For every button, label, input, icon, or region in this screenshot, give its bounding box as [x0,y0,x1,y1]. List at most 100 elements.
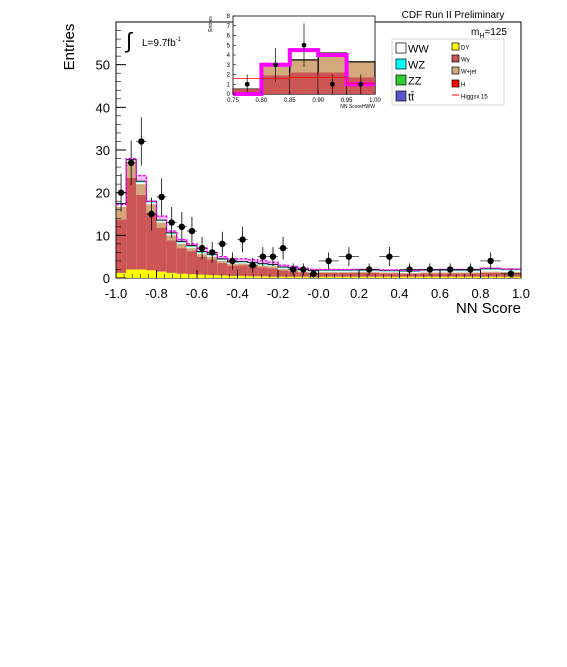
chart-title: CDF Run II Preliminary [402,10,505,21]
axes-layer: -1.0 -0.8 -0.6 -0.4 -0.2 -0.0 0.2 0.4 0.6 0.8 1.00… [96,21,530,301]
legend-swatch [395,58,407,70]
stack-bar [257,276,268,278]
legend-label: DY [461,46,469,52]
y-axis-title: Entries [61,24,78,71]
legend-swatch [451,79,460,88]
stack-bar [318,272,339,273]
stack-bar [338,272,359,273]
inset-layer: 0.75 0.80 0.85 0.90 0.95 1.00 0 1 2 3 4 5 6 7 8 [227,14,382,104]
stack-bar [217,260,228,264]
stack-bar [480,271,501,273]
stack-bar [419,276,440,278]
stack-bar [278,276,289,278]
x-tick-label: -1.0 [105,286,127,301]
data-point [507,270,515,277]
stack-bar [146,212,157,271]
data-point [310,270,317,277]
stack-bar [197,274,208,278]
stack-bar [126,269,137,278]
x-tick-label: -0.4 [226,286,248,301]
stack-bar [176,243,187,249]
stack-bar [116,272,127,278]
lumi-prefix: L=9.7fb [142,38,176,49]
legend-swatch [451,54,460,63]
stack-bar [136,184,147,195]
stack-bar [338,271,359,273]
stack-bar [267,268,278,277]
legend-swatch [451,42,460,51]
inset-data-point [358,81,364,87]
data-point [188,227,196,235]
data-point [239,236,246,243]
inset-y-tick-label: 6 [227,34,231,40]
data-point [467,266,474,273]
inset-y-tick-label: 7 [227,24,231,30]
integral-symbol: ∫ [124,28,134,53]
stack-bar [156,222,167,228]
legend-label: W+jet [461,70,477,76]
x-tick-label: 0.6 [431,286,449,301]
data-point [345,253,353,260]
mass-value: =125 [484,27,507,38]
data-point [198,244,206,252]
y-tick-label: 0 [103,271,110,286]
legend: WW DY WZ Wγ ZZ W+jet tt̄ H Higgsx 15 [391,38,505,106]
stack-layer [115,158,522,278]
svg-text:mH=125: mH=125 [471,27,507,40]
stack-bar [186,246,197,249]
y-tick-label: 30 [96,143,110,158]
stack-bar [237,262,248,264]
data-point [300,266,307,273]
stack-bar [288,276,299,278]
inset-y-tick-label: 5 [227,43,231,49]
stack-bar [237,265,248,276]
data-point [158,193,165,201]
stack-bar [136,182,147,185]
stack-bar [207,275,218,278]
stack-bar [126,177,137,270]
data-point [148,210,155,218]
x-tick-label: 0.8 [471,286,489,301]
legend-swatch [451,66,460,75]
stack-bar [217,263,228,276]
stack-bar [156,271,167,278]
stack-bar [136,194,147,270]
x-tick-label: 1.0 [512,286,530,301]
stack-bar [237,275,248,278]
mass-sub: H [479,33,484,40]
inset-data-point [244,81,250,87]
stack-bar [156,227,167,272]
stack-bar [247,276,258,278]
stack-bar [217,260,228,261]
higgs-x15-line [116,157,521,272]
stack-bar [318,271,339,273]
inset-data-point [330,81,335,87]
inset-data-point [301,42,307,48]
stack-bar [359,276,380,278]
higgs-excess [278,265,289,267]
legend-label: WZ [408,60,425,72]
stack-bar [166,240,177,273]
inset-x-tick-label: 0.95 [341,98,353,104]
y-tick-label: 50 [96,58,110,73]
inset-wgamma-bar [261,75,290,94]
legend-swatch [395,74,407,86]
legend-label: tt̄ [408,91,414,103]
data-point [426,266,434,273]
inset-y-tick-label: 8 [227,14,231,20]
inset-y-tick-label: 0 [227,92,231,98]
stack-bar [156,221,167,223]
legend-label: Higgsx 15 [461,95,488,101]
legend-label: WW [408,44,429,56]
inset-higgs-line [233,77,375,84]
higgs-excess [156,216,167,220]
lumi-sup: -1 [176,37,182,43]
inset-x-title: NN ScoreHWW [340,104,375,110]
data-point [178,223,186,230]
stack-bar [227,265,238,276]
data-point [289,266,297,273]
stack-bar [460,276,481,278]
data-point [219,240,226,248]
stack-bar [338,272,359,277]
